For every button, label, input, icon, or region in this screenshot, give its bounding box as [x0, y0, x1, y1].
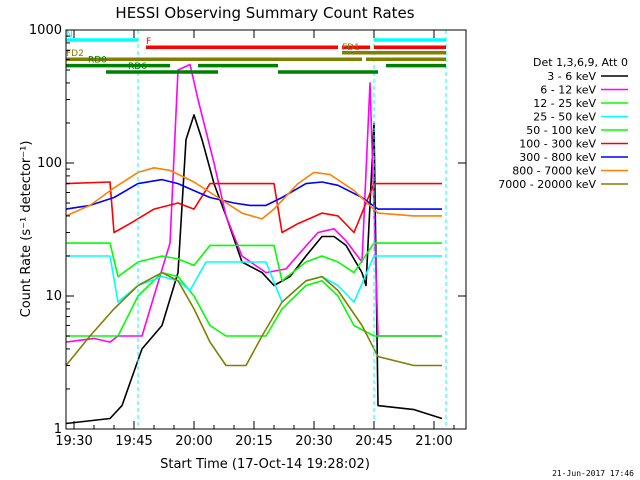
y-axis-label: Count Rate (s⁻¹ detector⁻¹) — [19, 141, 34, 318]
chart-title: HESSI Observing Summary Count Rates — [115, 4, 414, 22]
x-tick-label-2000: 20:00 — [175, 434, 212, 449]
series-line-6-12-kev — [65, 63, 442, 343]
legend-label-50-100-kev: 50 - 100 keV — [526, 124, 596, 137]
legend-label-12-25-kev: 12 - 25 keV — [533, 97, 596, 110]
legend-label-3-6-kev: 3 - 6 keV — [547, 70, 596, 83]
series-line-3-6-kev — [65, 114, 443, 425]
legend-label-7000-20000-kev: 7000 - 20000 keV — [498, 178, 596, 191]
series-line-100-300-kev — [65, 181, 442, 234]
legend-label-100-300-kev: 100 - 300 keV — [519, 138, 596, 151]
legend-title: Det 1,3,6,9, Att 0 — [533, 56, 628, 69]
flag-label-rd6: RD6 — [128, 62, 147, 72]
flag-label-rd0: RD0 — [88, 56, 107, 66]
flag-layer: N F FD1 FD2 RD0 RD6 — [66, 30, 447, 429]
x-tick-label-1945: 19:45 — [115, 434, 152, 449]
y-tick-label-100: 100 — [37, 156, 62, 171]
legend-label-300-800-kev: 300 - 800 keV — [519, 151, 596, 164]
legend-label-800-7000-kev: 800 - 7000 keV — [512, 165, 596, 178]
x-tick-label-2015: 20:15 — [235, 434, 272, 449]
x-tick-label-2100: 21:00 — [415, 434, 452, 449]
series-line-25-50-kev — [66, 255, 442, 303]
x-tick-label-1930: 19:30 — [55, 434, 92, 449]
plot-frame — [65, 29, 467, 430]
series-line-7000-20000-kev — [65, 271, 442, 367]
flag-label-n: N — [66, 30, 73, 40]
flag-label-fd2: FD2 — [66, 49, 84, 59]
flag-label-f: F — [146, 37, 151, 47]
y-tick-label-10: 10 — [45, 289, 62, 304]
series-line-800-7000-kev — [65, 167, 442, 220]
x-axis-label: Start Time (17-Oct-14 19:28:02) — [160, 457, 370, 472]
timestamp: 21-Jun-2017 17:46 — [552, 469, 634, 478]
y-tick-label-1000: 1000 — [29, 23, 62, 38]
x-tick-label-2045: 20:45 — [355, 434, 392, 449]
x-tick-label-2030: 20:30 — [295, 434, 332, 449]
series-line-12-25-kev — [66, 271, 442, 337]
axes-layer: 19:30 19:45 20:00 20:15 20:30 20:45 21:00 1 10 10… — [29, 23, 467, 449]
series-layer — [65, 63, 443, 425]
flag-label-fd1: FD1 — [342, 43, 360, 53]
legend-label-25-50-kev: 25 - 50 keV — [533, 111, 596, 124]
legend-label-6-12-kev: 6 - 12 keV — [540, 84, 596, 97]
y-tick-label-1: 1 — [54, 422, 62, 437]
